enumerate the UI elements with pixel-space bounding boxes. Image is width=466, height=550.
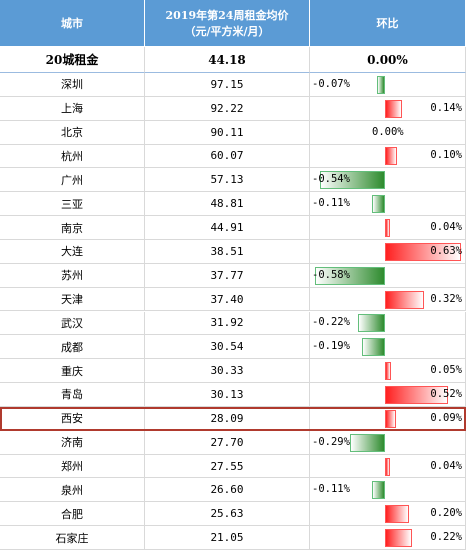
price-cell: 30.33	[145, 359, 310, 384]
header-city: 城市	[0, 0, 145, 47]
price-cell: 38.51	[145, 239, 310, 264]
change-label: -0.58%	[312, 268, 350, 281]
city-cell: 成都	[0, 335, 145, 360]
data-bar	[376, 75, 385, 94]
data-bar	[350, 433, 385, 452]
city-cell: 泉州	[0, 478, 145, 503]
change-label: 0.32%	[430, 292, 462, 305]
data-bar	[362, 338, 385, 357]
city-cell: 深圳	[0, 73, 145, 97]
change-label: 0.14%	[430, 101, 462, 114]
price-cell: 37.77	[145, 263, 310, 288]
data-bar	[315, 266, 385, 285]
header-price-title: 2019年第24周租金均价	[165, 9, 289, 22]
data-bar	[385, 219, 390, 238]
summary-price: 44.18	[145, 47, 310, 73]
city-cell: 上海	[0, 96, 145, 121]
city-cell: 青岛	[0, 383, 145, 407]
change-label: 0.09%	[430, 411, 462, 424]
data-bar	[385, 362, 392, 381]
data-bar	[385, 147, 398, 166]
data-bar	[385, 457, 390, 476]
city-cell: 石家庄	[0, 526, 145, 550]
city-cell: 济南	[0, 430, 145, 455]
header-price: 2019年第24周租金均价 （元/平方米/月）	[145, 0, 310, 47]
city-cell: 北京	[0, 120, 145, 145]
data-bar	[385, 99, 402, 118]
price-cell: 30.13	[145, 383, 310, 407]
data-bar	[371, 481, 385, 500]
change-label: 0.10%	[430, 149, 462, 162]
price-cell: 27.70	[145, 430, 310, 455]
price-cell: 97.15	[145, 73, 310, 97]
price-cell: 28.09	[145, 406, 310, 431]
price-cell: 21.05	[145, 526, 310, 550]
price-cell: 60.07	[145, 144, 310, 169]
city-cell: 重庆	[0, 359, 145, 384]
city-cell: 大连	[0, 239, 145, 264]
price-cell: 92.22	[145, 96, 310, 121]
city-cell: 合肥	[0, 502, 145, 527]
city-cell: 杭州	[0, 144, 145, 169]
price-cell: 31.92	[145, 311, 310, 336]
price-cell: 48.81	[145, 192, 310, 217]
price-cell: 90.11	[145, 120, 310, 145]
change-label: -0.54%	[312, 173, 350, 186]
change-label: 0.63%	[430, 244, 462, 257]
data-bar	[385, 529, 412, 548]
price-cell: 25.63	[145, 502, 310, 527]
data-bar	[385, 409, 396, 428]
city-cell: 天津	[0, 287, 145, 312]
price-cell: 57.13	[145, 168, 310, 193]
city-cell: 三亚	[0, 192, 145, 217]
data-bar	[385, 290, 424, 309]
header-price-unit: （元/平方米/月）	[184, 25, 270, 38]
change-label: -0.29%	[312, 435, 350, 448]
change-label: -0.11%	[312, 197, 350, 210]
city-cell: 广州	[0, 168, 145, 193]
price-cell: 44.91	[145, 216, 310, 240]
change-label: 0.22%	[430, 531, 462, 544]
change-label: 0.05%	[430, 364, 462, 377]
data-bar	[385, 505, 410, 524]
data-bar	[371, 195, 385, 214]
change-label: -0.22%	[312, 316, 350, 329]
price-cell: 30.54	[145, 335, 310, 360]
city-cell: 西安	[0, 406, 145, 431]
city-cell: 南京	[0, 216, 145, 240]
change-label: 0.52%	[430, 387, 462, 400]
data-bar	[385, 242, 461, 261]
summary-change: 0.00%	[310, 47, 466, 73]
price-cell: 27.55	[145, 454, 310, 479]
change-label: 0.04%	[430, 459, 462, 472]
price-cell: 26.60	[145, 478, 310, 503]
change-label: -0.07%	[312, 77, 350, 90]
change-label: 0.04%	[430, 221, 462, 234]
change-label: -0.11%	[312, 483, 350, 496]
city-cell: 郑州	[0, 454, 145, 479]
change-label: -0.19%	[312, 340, 350, 353]
data-bar	[358, 314, 385, 333]
data-bar	[319, 171, 385, 190]
city-cell: 苏州	[0, 263, 145, 288]
city-cell: 武汉	[0, 311, 145, 336]
summary-city: 20城租金	[0, 47, 145, 73]
data-bar	[385, 385, 448, 404]
change-label: 0.20%	[430, 507, 462, 520]
price-cell: 37.40	[145, 287, 310, 312]
header-change: 环比	[310, 0, 466, 47]
change-label: 0.00%	[372, 125, 404, 138]
